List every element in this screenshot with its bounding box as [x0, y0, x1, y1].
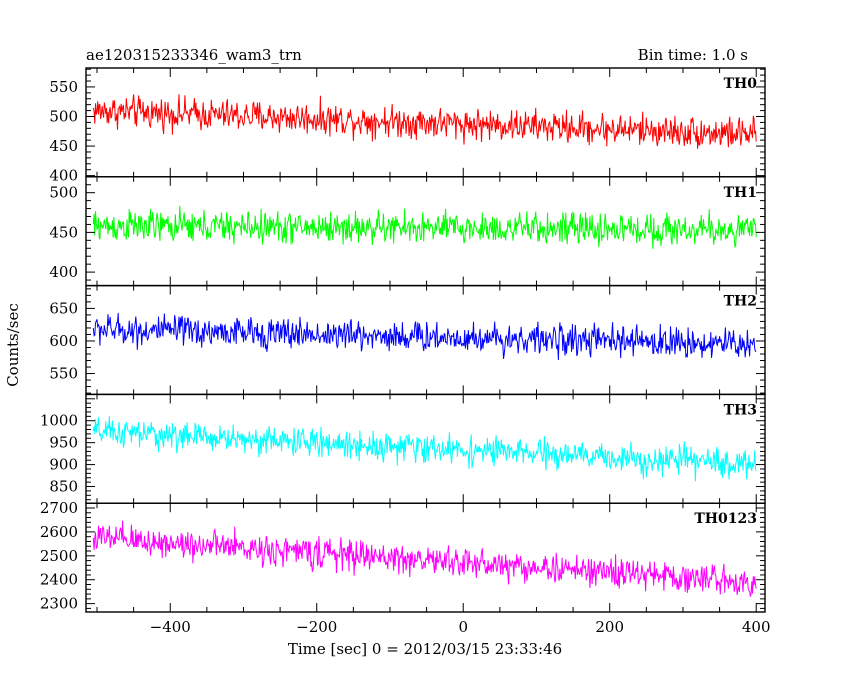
panel-label-th2: TH2: [724, 294, 757, 310]
y-tick-label: 2700: [40, 499, 78, 517]
y-tick-label: 600: [49, 332, 78, 350]
y-tick-label: 1000: [40, 412, 78, 430]
x-tick-label: −200: [296, 618, 337, 636]
panel-th0: 400 450 500 550 TH0: [49, 67, 766, 185]
y-tick-label: 400: [49, 263, 78, 281]
panel-th1: 400 450 500 TH1: [49, 176, 766, 287]
x-tick-label: 0: [458, 618, 468, 636]
panels: 400 450 500 550 TH0 400 450 500 TH1 550 600 650 TH2 8…: [40, 67, 771, 636]
series-line-th0123: [92, 520, 757, 597]
y-tick-label: 2300: [40, 595, 78, 613]
y-tick-label: 400: [49, 167, 78, 185]
y-tick-label: 650: [49, 299, 78, 317]
y-tick-label: 850: [49, 478, 78, 496]
panel-th3: 850 900 950 1000 TH3: [40, 393, 766, 504]
panel-label-th0123: TH0123: [694, 511, 757, 527]
panel-label-th3: TH3: [724, 402, 757, 418]
y-tick-label: 450: [49, 223, 78, 241]
x-tick-label: 400: [742, 618, 771, 636]
series-line-th2: [92, 312, 757, 360]
y-tick-label: 2600: [40, 523, 78, 541]
series-line-th3: [92, 416, 757, 482]
chart-title: ae120315233346_wam3_trn: [86, 46, 302, 64]
panel-th2: 550 600 650 TH2: [49, 284, 766, 396]
y-axis-label: Counts/sec: [4, 303, 22, 387]
x-tick-label: 200: [595, 618, 624, 636]
y-tick-label: 550: [49, 365, 78, 383]
y-tick-label: 2400: [40, 571, 78, 589]
y-tick-label: 950: [49, 434, 78, 452]
x-axis-label: Time [sec] 0 = 2012/03/15 23:33:46: [288, 640, 562, 658]
x-tick-label: −400: [150, 618, 191, 636]
chart-subtitle: Bin time: 1.0 s: [638, 46, 748, 64]
y-tick-label: 900: [49, 456, 78, 474]
panel-frame: [85, 393, 766, 504]
y-tick-label: 550: [49, 78, 78, 96]
panel-label-th0: TH0: [724, 76, 758, 92]
panel-label-th1: TH1: [724, 185, 757, 201]
series-line-th0: [92, 94, 757, 149]
y-tick-label: 2500: [40, 547, 78, 565]
series-line-th1: [92, 205, 757, 249]
y-tick-label: 500: [49, 184, 78, 202]
panel-frame: [85, 67, 766, 178]
panel-th0123: 2300 2400 2500 2600 2700 TH0123: [40, 499, 766, 613]
panel-frame: [85, 502, 766, 613]
y-tick-label: 500: [49, 107, 78, 125]
y-tick-label: 450: [49, 137, 78, 155]
